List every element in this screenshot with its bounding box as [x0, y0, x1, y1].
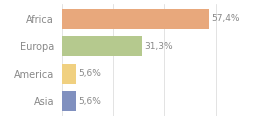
- Bar: [62, 36, 142, 56]
- Text: 5,6%: 5,6%: [78, 97, 101, 106]
- Bar: [62, 9, 209, 29]
- Text: 31,3%: 31,3%: [144, 42, 172, 51]
- Text: 5,6%: 5,6%: [78, 69, 101, 78]
- Bar: [62, 91, 76, 111]
- Text: 57,4%: 57,4%: [211, 14, 239, 23]
- Bar: [62, 64, 76, 84]
